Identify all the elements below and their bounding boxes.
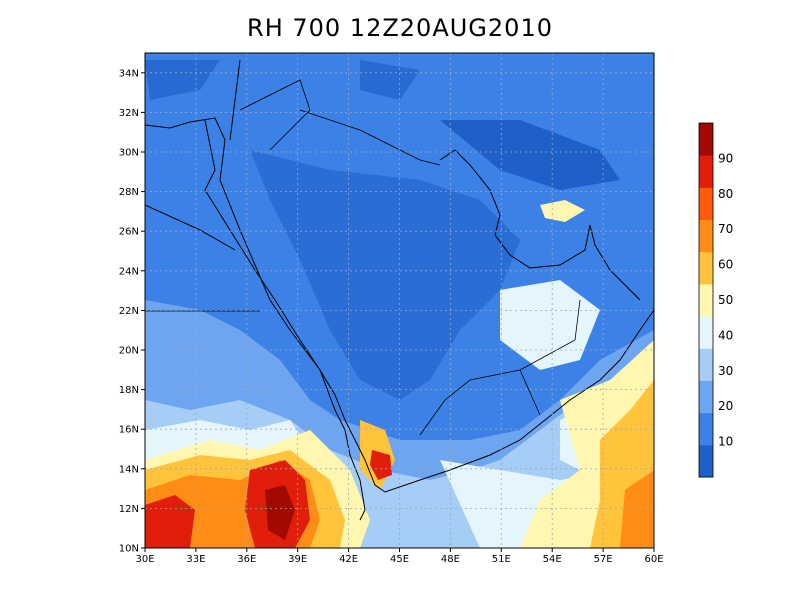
lon-tick-label: 48E — [441, 554, 460, 565]
colorbar-segment — [699, 412, 713, 446]
lon-tick-label: 42E — [339, 554, 358, 565]
lon-tick-label: 45E — [390, 554, 409, 565]
longitude-labels: 30E 33E 36E 39E 42E 45E 48E 51E 54E 57E 60E — [135, 548, 664, 565]
colorbar-label: 80 — [718, 187, 733, 201]
colorbar-label: 70 — [718, 222, 733, 236]
colorbar-segment — [699, 155, 713, 188]
lat-tick-label: 30N — [119, 148, 139, 159]
colorbar-segment — [699, 444, 713, 478]
colorbar-segment — [699, 219, 713, 253]
lat-tick-label: 32N — [119, 108, 139, 119]
colorbar-label: 20 — [718, 399, 733, 413]
rh-field — [145, 53, 654, 548]
colorbar-frame — [698, 122, 714, 478]
colorbar-label: 40 — [718, 328, 733, 342]
lat-tick-label: 16N — [119, 425, 139, 436]
lon-tick-label: 60E — [644, 554, 663, 565]
colorbar: 10 20 30 40 50 60 70 80 90 — [698, 122, 733, 478]
colorbar-segment — [699, 187, 713, 221]
lat-tick-label: 22N — [119, 306, 139, 317]
colorbar-label: 30 — [718, 364, 733, 378]
lon-tick-label: 54E — [543, 554, 562, 565]
lat-tick-label: 26N — [119, 227, 139, 238]
colorbar-segment — [699, 316, 713, 349]
lat-tick-label: 20N — [119, 346, 139, 357]
colorbar-label: 50 — [718, 293, 733, 307]
colorbar-segment — [699, 283, 713, 317]
lon-tick-label: 30E — [135, 554, 154, 565]
latitude-labels: 10N 12N 14N 16N 18N 20N 22N 24N 26N 28N 30N 32N 34N — [119, 68, 145, 555]
colorbar-label: 10 — [718, 435, 733, 449]
lon-tick-label: 39E — [288, 554, 307, 565]
lat-tick-label: 18N — [119, 385, 139, 396]
lat-tick-label: 14N — [119, 464, 139, 475]
colorbar-segment — [699, 123, 713, 156]
lat-tick-label: 10N — [119, 544, 139, 555]
colorbar-segment — [699, 251, 713, 285]
lat-tick-label: 34N — [119, 68, 139, 79]
lon-tick-label: 57E — [594, 554, 613, 565]
lat-tick-label: 24N — [119, 266, 139, 277]
lon-tick-label: 51E — [492, 554, 511, 565]
colorbar-label: 90 — [718, 151, 733, 165]
lat-tick-label: 28N — [119, 187, 139, 198]
colorbar-label: 60 — [718, 258, 733, 272]
chart-title: RH 700 12Z20AUG2010 — [247, 14, 553, 42]
lon-tick-label: 36E — [237, 554, 256, 565]
colorbar-segment — [699, 380, 713, 414]
lon-tick-label: 33E — [186, 554, 205, 565]
political-borders — [145, 79, 581, 436]
coastlines — [145, 59, 654, 521]
colorbar-segment — [699, 348, 713, 381]
lat-tick-label: 12N — [119, 504, 139, 515]
